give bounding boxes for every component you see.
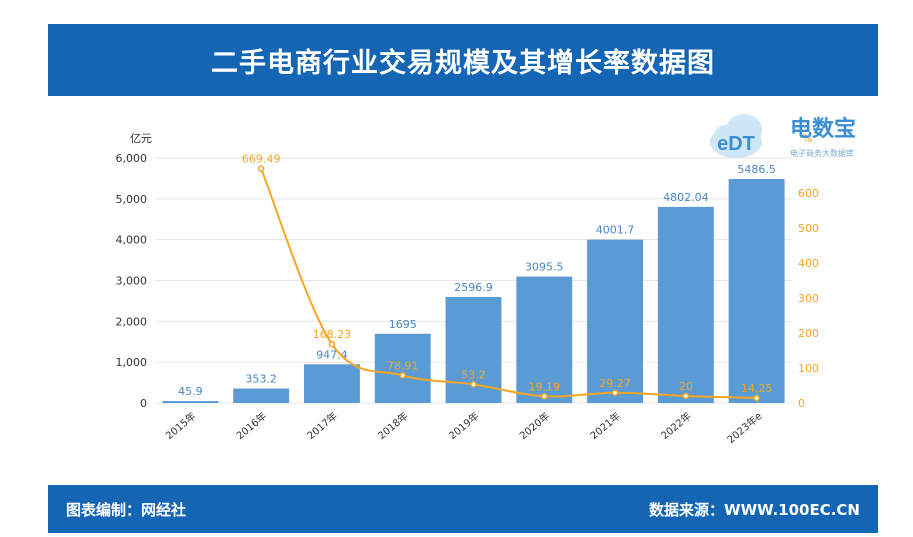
line-value-label: 20 [679,380,693,393]
bar [728,178,785,403]
y-tick-label: 6,000 [116,152,148,165]
y2-tick-label: 500 [798,222,819,235]
line-value-label: 168.23 [313,328,352,341]
y-tick-label: 5,000 [116,193,148,206]
bar [162,401,219,403]
bar [233,388,290,403]
x-tick-label: 2021年 [587,409,623,442]
x-tick-label: 2019年 [446,409,482,442]
title-banner: 二手电商行业交易规模及其增长率数据图 [48,24,878,96]
line-value-label: 14.25 [741,382,773,395]
bar [303,364,360,403]
logo-mark: eDT [717,133,755,155]
bar [516,276,573,403]
y2-tick-label: 100 [798,362,819,375]
x-tick-label: 2020年 [517,409,553,442]
line-value-label: 19.19 [529,380,561,393]
bar-value-label: 45.9 [178,385,203,398]
line-value-label: 53.2 [461,368,486,381]
bar-value-label: 5486.5 [737,163,776,176]
cloud-icon: eDT [710,114,762,158]
y2-tick-label: 0 [798,397,805,410]
line-value-label: 669.49 [242,153,281,166]
logo: eDT 电数宝 电子商务大数据库 [710,114,856,158]
line-value-label: 78.91 [387,359,419,372]
y2-tick-label: 600 [798,187,819,200]
line-point [470,381,477,388]
y-tick-label: 1,000 [116,356,148,369]
bar-value-label: 4001.7 [596,224,635,237]
bar-value-label: 3095.5 [525,261,564,274]
line-point [399,372,406,379]
bar-value-label: 2596.9 [454,281,493,294]
bar-value-label: 4802.04 [663,191,709,204]
y2-tick-label: 200 [798,327,819,340]
x-tick-label: 2018年 [375,409,411,442]
bar-value-label: 353.2 [245,373,277,386]
logo-brand: 电数宝 [790,116,856,142]
line-point [257,165,265,172]
footer-banner: 图表编制：网经社 数据来源：WWW.100EC.CN [48,485,878,533]
line-value-label: 29.27 [599,377,631,390]
footer-credit: 图表编制：网经社 [66,501,187,519]
x-tick-label: 2016年 [234,409,270,442]
x-tick-label: 2022年 [658,409,694,442]
y2-tick-label: 300 [798,292,819,305]
line-point [328,340,336,348]
bar [657,206,714,403]
x-tick-label: 2017年 [304,409,340,442]
growth-rate-line [260,168,757,400]
y2-axis-title: % [802,132,812,145]
x-tick-label: 2023年e [724,409,764,446]
bar-value-label: 1695 [389,318,417,331]
chart-title: 二手电商行业交易规模及其增长率数据图 [211,47,715,79]
bar [374,333,431,403]
logo-subtitle: 电子商务大数据库 [790,148,854,158]
bar [587,239,644,403]
y2-tick-label: 400 [798,257,819,270]
bar-value-label: 947.4 [316,348,348,361]
x-tick-label: 2015年 [163,409,199,442]
line-point [541,393,548,400]
footer-source: 数据来源：WWW.100EC.CN [649,501,860,519]
y-tick-label: 0 [140,397,147,410]
line-point [611,389,619,397]
y-axis-title: 亿元 [130,132,152,145]
y-tick-label: 3,000 [116,275,148,288]
y-tick-label: 4,000 [116,234,148,247]
y-tick-label: 2,000 [116,315,148,328]
line-point [682,392,690,400]
chart-canvas: 0 1,000 2,000 3,000 4,000 5,000 6,000 0 100 200 30… [116,132,820,446]
line-point [753,394,760,402]
